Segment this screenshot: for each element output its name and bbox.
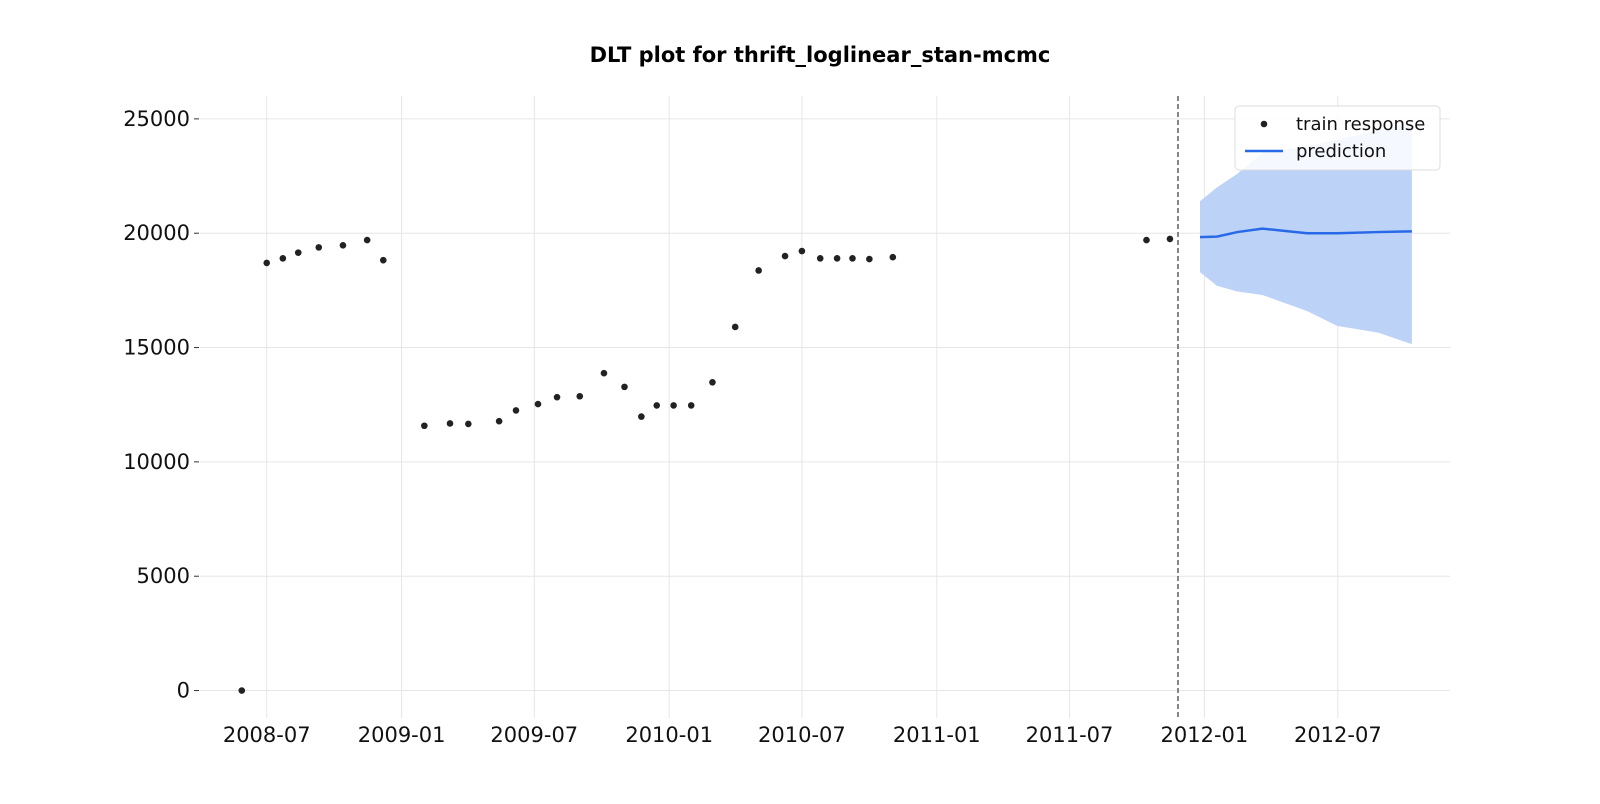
y-axis: 0 5000 10000 15000 20000 25000	[123, 107, 199, 703]
train-response-point	[279, 255, 287, 262]
y-tick-label: 20000	[123, 221, 190, 245]
train-response-point	[465, 420, 472, 428]
train-response-point	[670, 402, 677, 409]
legend-prediction-label: prediction	[1296, 141, 1386, 162]
train-response-point	[849, 255, 856, 262]
chart-title: DLT plot for thrift_loglinear_stan-mcmc	[590, 43, 1051, 67]
train-points-layer	[238, 235, 1174, 694]
train-response-point	[731, 323, 739, 331]
y-tick-label: 0	[177, 679, 190, 703]
x-tick-label: 2008-07	[223, 723, 311, 747]
train-response-point	[339, 242, 347, 249]
train-response-point	[446, 420, 454, 427]
train-response-point	[512, 407, 520, 414]
train-response-point	[534, 400, 542, 408]
train-response-point	[687, 402, 695, 409]
x-tick-label: 2011-01	[893, 723, 981, 747]
grid	[200, 96, 1450, 718]
train-response-point	[421, 422, 428, 430]
x-tick-label: 2010-01	[625, 723, 713, 747]
train-response-point	[781, 252, 789, 260]
y-tick-label: 5000	[137, 564, 190, 588]
x-tick-label: 2012-01	[1161, 723, 1249, 747]
train-response-point	[638, 413, 645, 420]
prediction-line	[1199, 227, 1412, 239]
x-tick-label: 2011-07	[1026, 723, 1114, 747]
x-tick-label: 2012-07	[1294, 723, 1382, 747]
x-tick-label: 2009-01	[358, 723, 446, 747]
train-response-point	[889, 253, 897, 261]
train-response-point	[866, 255, 873, 263]
legend-train-label: train response	[1296, 114, 1425, 135]
train-response-point	[1166, 235, 1174, 243]
train-response-point	[600, 369, 608, 377]
train-response-point	[495, 417, 503, 425]
prediction-line-layer	[1199, 227, 1412, 239]
train-response-point	[1143, 236, 1150, 244]
train-response-point	[553, 393, 561, 401]
legend-train-marker	[1260, 120, 1268, 128]
y-tick-label: 15000	[123, 336, 190, 360]
x-tick-label: 2009-07	[490, 723, 578, 747]
train-response-point	[833, 255, 841, 262]
train-response-point	[576, 392, 584, 400]
train-response-point	[263, 259, 271, 267]
y-tick-label: 10000	[123, 450, 190, 474]
train-response-point	[755, 267, 762, 274]
y-tick-label: 25000	[123, 107, 190, 131]
train-response-point	[294, 249, 302, 256]
x-axis: 2008-07 2009-01 2009-07 2010-01 2010-07 2011-…	[223, 723, 1382, 747]
train-response-point	[379, 256, 387, 264]
train-response-point	[798, 247, 806, 255]
train-response-point	[816, 255, 824, 262]
train-response-point	[709, 379, 716, 386]
train-response-point	[315, 244, 323, 251]
legend: train response prediction	[1234, 105, 1441, 171]
train-response-point	[238, 687, 246, 694]
train-response-point	[621, 383, 628, 391]
train-response-point	[653, 402, 661, 409]
x-tick-label: 2010-07	[758, 723, 846, 747]
legend-box	[1234, 105, 1441, 171]
train-response-point	[363, 236, 371, 244]
